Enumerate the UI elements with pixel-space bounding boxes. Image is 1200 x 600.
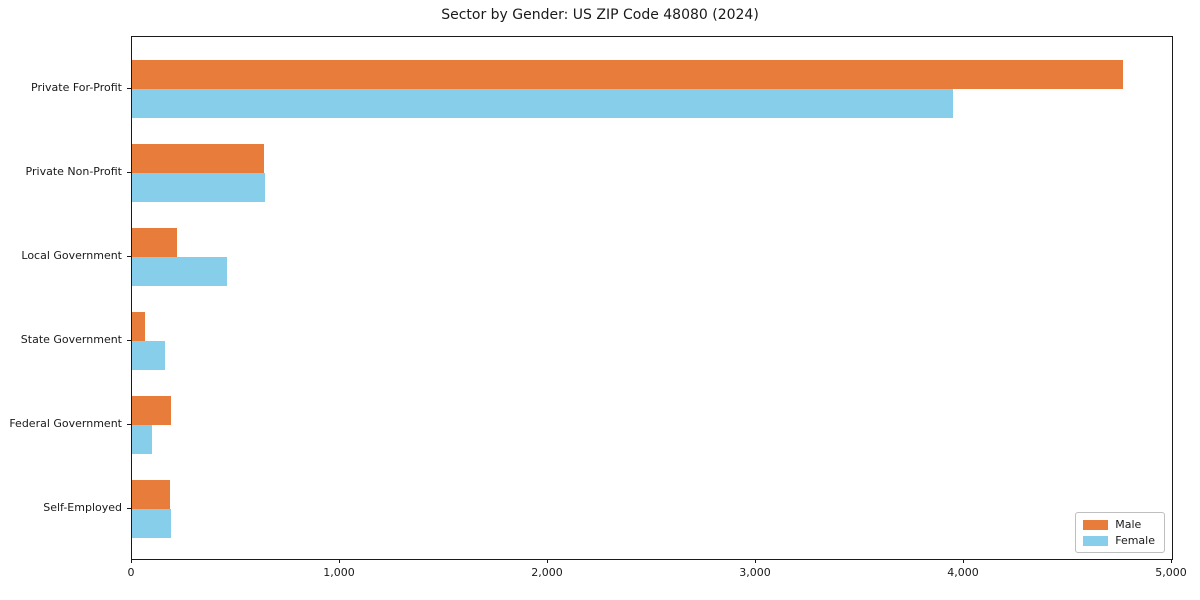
x-tick-mark bbox=[755, 559, 756, 563]
y-tick-mark bbox=[127, 88, 131, 90]
x-tick-label: 2,000 bbox=[531, 566, 563, 579]
y-tick-label-federal-government: Federal Government bbox=[9, 416, 122, 430]
bar-male-federal-government bbox=[132, 395, 172, 425]
bar-female-state-government bbox=[132, 341, 165, 370]
y-tick-label-private-for-profit: Private For-Profit bbox=[31, 81, 122, 95]
bar-female-self-employed bbox=[132, 508, 172, 538]
legend-item-male: Male bbox=[1083, 519, 1155, 530]
x-tick-label: 4,000 bbox=[947, 566, 979, 579]
legend-item-female: Female bbox=[1083, 535, 1155, 546]
x-tick-label: 3,000 bbox=[739, 566, 771, 579]
y-tick-mark bbox=[127, 507, 131, 509]
x-tick-mark bbox=[339, 559, 340, 563]
x-tick-mark bbox=[1171, 559, 1172, 563]
bar-male-private-non-profit bbox=[132, 144, 265, 174]
legend-label-male: Male bbox=[1115, 518, 1142, 531]
legend-swatch-female bbox=[1083, 535, 1109, 546]
y-tick-label-local-government: Local Government bbox=[21, 249, 122, 263]
x-tick-label: 0 bbox=[127, 566, 135, 579]
x-tick-label: 5,000 bbox=[1155, 566, 1187, 579]
x-tick-label: 1,000 bbox=[323, 566, 355, 579]
y-tick-label-self-employed: Self-Employed bbox=[43, 500, 122, 514]
bar-female-federal-government bbox=[132, 424, 153, 454]
y-tick-label-private-non-profit: Private Non-Profit bbox=[25, 165, 122, 179]
bar-male-local-government bbox=[132, 228, 177, 258]
plot-area: Male Female bbox=[131, 36, 1173, 560]
y-tick-mark bbox=[127, 172, 131, 174]
bar-male-state-government bbox=[132, 312, 146, 341]
chart-title: Sector by Gender: US ZIP Code 48080 (202… bbox=[441, 7, 759, 23]
y-tick-mark bbox=[127, 423, 131, 425]
bar-female-private-non-profit bbox=[132, 173, 266, 203]
x-tick-mark bbox=[963, 559, 964, 563]
x-tick-mark bbox=[547, 559, 548, 563]
y-tick-mark bbox=[127, 340, 131, 341]
y-tick-mark bbox=[127, 256, 131, 258]
bar-male-private-for-profit bbox=[132, 60, 1124, 90]
bar-male-self-employed bbox=[132, 479, 171, 509]
legend-label-female: Female bbox=[1115, 534, 1155, 547]
x-tick-mark bbox=[131, 559, 132, 563]
y-tick-label-state-government: State Government bbox=[20, 333, 122, 346]
legend-swatch-male bbox=[1083, 519, 1109, 530]
bar-female-local-government bbox=[132, 257, 227, 287]
legend: Male Female bbox=[1075, 512, 1165, 553]
bar-female-private-for-profit bbox=[132, 89, 953, 119]
